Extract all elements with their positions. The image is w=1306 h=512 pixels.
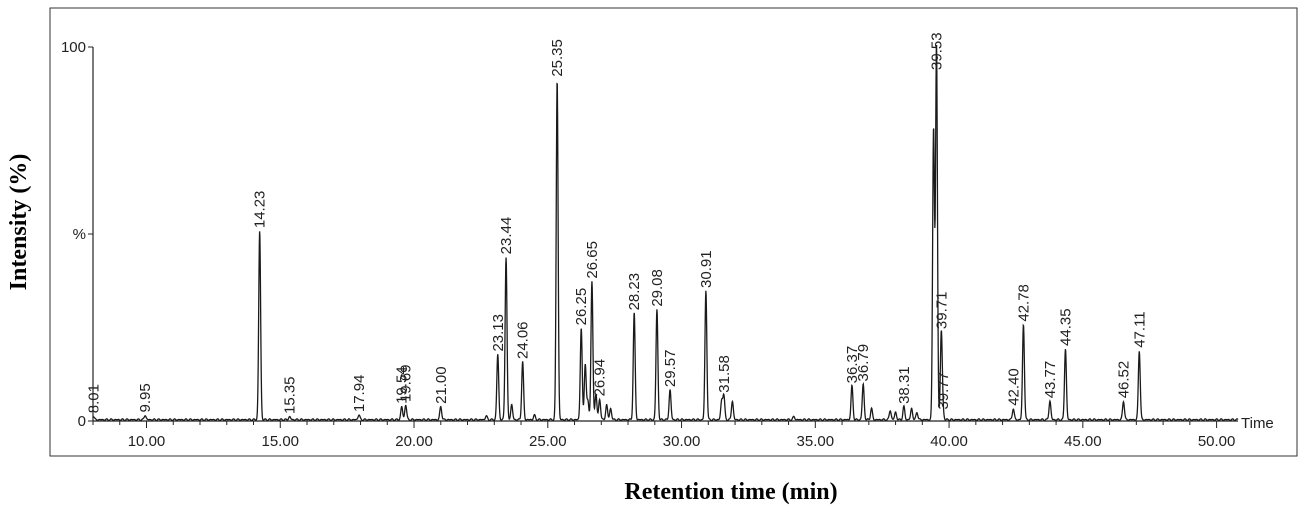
peak-label: 23.44	[498, 217, 515, 255]
peak-label: 47.11	[1131, 311, 1148, 347]
peak-label: 30.91	[698, 250, 715, 288]
peak-label: 21.00	[433, 366, 450, 404]
x-tick-label: 20.00	[395, 433, 433, 450]
peak-label: 26.65	[584, 241, 601, 279]
peak-label: 9.95	[137, 383, 154, 412]
y-tick-label: %	[73, 226, 86, 243]
peak-label: 38.31	[896, 366, 913, 404]
peak-label: 46.52	[1116, 361, 1133, 399]
x-axis-end-label: Time	[1241, 415, 1274, 432]
peak-label: 39.53	[929, 32, 946, 70]
peak-label: 26.94	[592, 359, 609, 397]
peak-label: 19.69	[398, 364, 415, 402]
peak-label: 42.40	[1005, 368, 1022, 406]
chromatogram-trace	[92, 44, 1239, 422]
x-axis: 10.00 15.00 20.00 25.00 30.00 35.00 40.00 45.00…	[92, 420, 1238, 450]
peak-label: 39.71	[933, 292, 950, 330]
x-tick-label: 10.00	[128, 433, 166, 450]
peak-label: 24.06	[515, 321, 532, 359]
peak-label: 17.94	[351, 375, 368, 413]
plot-frame	[49, 7, 1298, 457]
peak-label: 42.78	[1015, 284, 1032, 322]
peak-label: 14.23	[252, 191, 269, 229]
peak-label: 29.08	[649, 269, 666, 307]
x-tick-label: 35.00	[797, 433, 835, 450]
y-axis: 0% 100	[61, 39, 94, 430]
trace-line	[92, 44, 1239, 422]
peak-label: 23.13	[490, 314, 507, 352]
peak-label: 25.35	[549, 39, 566, 77]
x-tick-label: 45.00	[1064, 433, 1102, 450]
peak-label: 36.37	[844, 346, 861, 384]
peak-label: 8.01	[85, 384, 102, 413]
peak-label: 15.35	[282, 376, 299, 414]
x-tick-label: 25.00	[529, 433, 567, 450]
y-tick-label: 100	[61, 39, 86, 56]
x-tick-label: 15.00	[261, 433, 299, 450]
peak-label: 26.25	[573, 288, 590, 326]
peak-label: 36.79	[855, 344, 872, 382]
peak-label: 31.58	[716, 355, 733, 393]
x-tick-label: 40.00	[930, 433, 968, 450]
peak-label: 19.54	[394, 366, 411, 404]
x-tick-label: 50.00	[1198, 433, 1236, 450]
y-axis-title: Intensity (%)	[6, 154, 32, 291]
peak-label: 39.77	[935, 372, 952, 410]
x-axis-title: Retention time (min)	[624, 479, 837, 505]
y-tick-label: 0	[78, 413, 86, 430]
peak-label: 44.35	[1057, 308, 1074, 346]
peak-label: 29.57	[662, 350, 679, 388]
peak-label: 28.23	[626, 273, 643, 311]
peak-label: 43.77	[1042, 361, 1059, 399]
x-tick-label: 30.00	[663, 433, 701, 450]
